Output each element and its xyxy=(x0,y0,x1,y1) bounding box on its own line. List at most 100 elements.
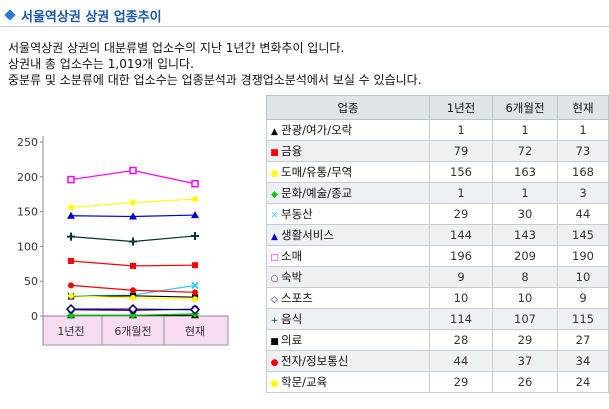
value-cell: 27 xyxy=(557,329,609,351)
industry-name-cell: □ 소매 xyxy=(266,245,430,267)
value-cell: 115 xyxy=(557,308,609,330)
x-tick-label: 6개월전 xyxy=(114,325,151,338)
trend-line-chart: 0 50 100 150 200 250 1년전 6개월전 현재 xyxy=(17,136,229,346)
data-point xyxy=(68,282,74,289)
industry-name: 도매/유통/무역 xyxy=(281,165,353,179)
value-cell: 24 xyxy=(557,371,609,393)
x-tick-label: 1년전 xyxy=(57,325,84,338)
series-marker-icon: ▲ xyxy=(271,232,278,242)
series-marker-icon: ● xyxy=(270,379,279,389)
column-header-industry: 업종 xyxy=(266,95,430,120)
value-cell: 144 xyxy=(429,224,493,246)
industry-name: 금융 xyxy=(281,144,303,158)
table-row: ■ 금융 79 72 73 xyxy=(266,140,609,162)
data-point xyxy=(191,231,199,240)
value-cell: 1 xyxy=(492,182,558,204)
value-cell: 28 xyxy=(429,329,493,351)
table-row: ✕ 부동산 29 30 44 xyxy=(266,203,609,225)
diamond-bullet-icon xyxy=(4,9,16,21)
series-marker-icon: ● xyxy=(270,169,279,179)
y-tick-label: 200 xyxy=(17,171,38,184)
data-point xyxy=(67,232,75,241)
industry-name-cell: ○ 숙박 xyxy=(266,266,430,288)
value-cell: 79 xyxy=(429,140,493,162)
value-cell: 190 xyxy=(557,245,609,267)
data-point xyxy=(67,175,75,184)
data-point xyxy=(129,166,137,175)
x-tick-label: 현재 xyxy=(185,325,205,338)
value-cell: 30 xyxy=(492,203,558,225)
series-marker-icon: ■ xyxy=(270,148,279,158)
value-cell: 29 xyxy=(429,203,493,225)
value-cell: 196 xyxy=(429,245,493,267)
table-row: □ 소매 196 209 190 xyxy=(266,245,609,267)
value-cell: 73 xyxy=(557,140,609,162)
value-cell: 145 xyxy=(557,224,609,246)
value-cell: 10 xyxy=(557,266,609,288)
value-cell: 10 xyxy=(492,287,558,309)
value-cell: 26 xyxy=(492,371,558,393)
value-cell: 8 xyxy=(492,266,558,288)
data-point xyxy=(68,292,74,299)
data-point xyxy=(192,262,198,269)
y-tick-label: 0 xyxy=(31,310,38,323)
y-tick-label: 100 xyxy=(17,240,38,253)
industry-name: 부동산 xyxy=(281,207,313,221)
value-cell: 1 xyxy=(557,119,609,141)
value-cell: 163 xyxy=(492,161,558,183)
value-cell: 114 xyxy=(429,308,493,330)
data-point xyxy=(127,303,139,315)
value-cell: 29 xyxy=(429,371,493,393)
table-row: ● 전자/정보통신 44 37 34 xyxy=(266,350,609,372)
industry-name-cell: ◇ 스포츠 xyxy=(266,287,430,309)
industry-name-cell: ■ 금융 xyxy=(266,140,430,162)
series-marker-icon: ◆ xyxy=(271,190,278,200)
column-header-current: 현재 xyxy=(557,95,609,120)
value-cell: 1 xyxy=(429,119,493,141)
industry-name-cell: ● 학문/교육 xyxy=(266,371,430,393)
description: 서울역상권 상권의 대분류별 업소수의 지난 1년간 변화추이 입니다. 상권내… xyxy=(8,40,422,88)
table-row: ▲ 관광/여가/오락 1 1 1 xyxy=(266,119,609,141)
series-marker-icon: ■ xyxy=(270,337,279,347)
data-point xyxy=(67,211,75,219)
value-cell: 29 xyxy=(492,329,558,351)
data-point xyxy=(130,199,136,206)
value-cell: 1 xyxy=(429,182,493,204)
industry-name-cell: ● 전자/정보통신 xyxy=(266,350,430,372)
industry-name: 학문/교육 xyxy=(281,375,328,389)
value-cell: 156 xyxy=(429,161,493,183)
value-cell: 44 xyxy=(557,203,609,225)
series-marker-icon: + xyxy=(270,316,279,326)
data-point xyxy=(191,180,199,188)
data-point xyxy=(129,212,137,220)
table-row: + 음식 114 107 115 xyxy=(266,308,609,330)
series-marker-icon: ● xyxy=(270,358,279,368)
industry-name-cell: + 음식 xyxy=(266,308,430,330)
series-marker-icon: ○ xyxy=(270,274,279,284)
y-tick-label: 250 xyxy=(17,136,38,149)
y-tick-label: 50 xyxy=(24,275,38,288)
description-line: 서울역상권 상권의 대분류별 업소수의 지난 1년간 변화추이 입니다. xyxy=(8,41,345,55)
data-point xyxy=(68,258,74,265)
series-marker-icon: □ xyxy=(270,253,279,263)
data-point xyxy=(191,211,199,219)
value-cell: 44 xyxy=(429,350,493,372)
industry-name-cell: ■ 의료 xyxy=(266,329,430,351)
industry-name-cell: ◆ 문화/예술/종교 xyxy=(266,182,430,204)
industry-name-cell: ▲ 생활서비스 xyxy=(266,224,430,246)
value-cell: 107 xyxy=(492,308,558,330)
data-point xyxy=(65,303,77,315)
page-title-text: 서울역상권 상권 업종추이 xyxy=(21,9,162,25)
column-header-6months: 6개월전 xyxy=(492,95,558,120)
data-point xyxy=(130,287,136,294)
value-cell: 209 xyxy=(492,245,558,267)
description-line: 중분류 및 소분류에 대한 업소수는 업종분석과 경쟁업소분석에서 보실 수 있… xyxy=(8,73,422,87)
data-point xyxy=(189,304,201,315)
value-cell: 3 xyxy=(557,182,609,204)
table-row: ■ 의료 28 29 27 xyxy=(266,329,609,351)
industry-name: 생활서비스 xyxy=(281,228,334,242)
value-cell: 9 xyxy=(429,266,493,288)
table-row: ▲ 생활서비스 144 143 145 xyxy=(266,224,609,246)
column-header-1year: 1년전 xyxy=(429,95,493,120)
y-tick-label: 150 xyxy=(17,206,38,219)
